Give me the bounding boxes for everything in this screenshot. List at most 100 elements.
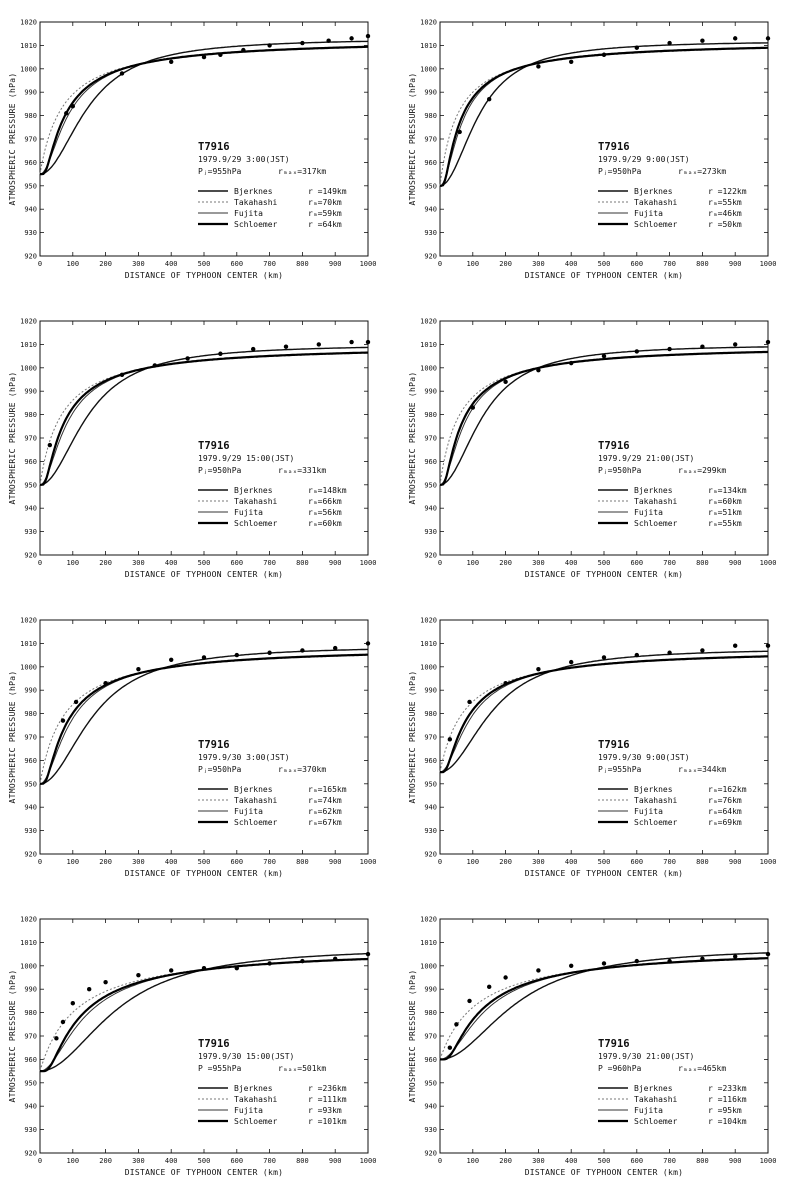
- x-tick-label: 100: [66, 1157, 79, 1165]
- observed-point: [326, 38, 331, 43]
- legend-radius-value: r =111km: [308, 1095, 347, 1104]
- x-tick-label: 900: [729, 1157, 742, 1165]
- typhoon-id: T7916: [198, 739, 230, 751]
- y-tick-label: 920: [424, 851, 437, 859]
- y-tick-label: 1020: [420, 916, 437, 924]
- observed-point: [601, 961, 607, 966]
- observed-point: [667, 346, 672, 352]
- x-tick-label: 200: [99, 260, 112, 268]
- x-tick-label: 0: [438, 559, 442, 567]
- x-axis-label: DISTANCE OF TYPHOON CENTER (km): [125, 570, 284, 579]
- x-axis-label: DISTANCE OF TYPHOON CENTER (km): [125, 271, 284, 280]
- x-tick-label: 900: [329, 559, 342, 567]
- legend-radius-value: r =116km: [708, 1095, 747, 1104]
- y-tick-label: 1010: [20, 341, 37, 349]
- typhoon-id: T7916: [598, 141, 630, 153]
- y-tick-label: 920: [424, 1150, 437, 1158]
- observed-point: [601, 353, 607, 359]
- observed-point: [316, 342, 321, 347]
- x-tick-label: 300: [132, 559, 145, 567]
- legend-radius-value: r =233km: [708, 1084, 747, 1093]
- observed-point: [267, 43, 272, 48]
- observed-point: [300, 958, 305, 964]
- legend-radius-value: rₘ=62km: [308, 807, 342, 816]
- datetime-label: 1979.9/29 21:00(JST): [598, 454, 694, 463]
- x-tick-label: 1000: [360, 260, 377, 268]
- datetime-label: 1979.9/29 9:00(JST): [598, 155, 690, 164]
- y-tick-label: 960: [424, 1056, 437, 1064]
- observed-point: [765, 36, 771, 41]
- central-pressure-label: Pⱼ=950hPa: [198, 466, 242, 475]
- pressure-chart: 920 930 940 950 960 970 980 990 1000 1010 1020 0 100…: [408, 318, 776, 580]
- observed-point: [569, 963, 574, 968]
- x-tick-label: 0: [38, 858, 42, 866]
- x-tick-label: 400: [565, 559, 578, 567]
- x-tick-label: 400: [165, 858, 178, 866]
- y-axis-label: ATMOSPHERIC PRESSURE (hPa): [8, 969, 17, 1102]
- observed-point: [54, 1036, 59, 1041]
- observed-point: [503, 379, 508, 385]
- x-tick-label: 800: [696, 260, 709, 268]
- legend-series-name: Fujita: [634, 209, 663, 218]
- legend-series-name: Schloemer: [234, 818, 278, 827]
- y-tick-label: 1010: [20, 640, 37, 648]
- observed-point: [569, 659, 574, 665]
- observed-point: [87, 987, 92, 992]
- datetime-label: 1979.9/30 9:00(JST): [598, 753, 690, 762]
- observed-point: [536, 968, 541, 973]
- legend-radius-value: rₘ=46km: [708, 209, 742, 218]
- observed-point: [234, 965, 239, 971]
- y-tick-label: 940: [24, 206, 37, 214]
- pressure-chart: 920 930 940 950 960 970 980 990 1000 1010 1020 0 100…: [408, 916, 776, 1178]
- x-tick-label: 400: [565, 1157, 578, 1165]
- legend-radius-value: r =93km: [308, 1106, 342, 1115]
- legend-series-name: Takahashi: [234, 796, 278, 805]
- y-axis-label: ATMOSPHERIC PRESSURE (hPa): [408, 72, 417, 205]
- x-tick-label: 0: [438, 260, 442, 268]
- y-tick-label: 950: [24, 780, 37, 788]
- x-tick-label: 200: [99, 559, 112, 567]
- legend-series-name: Takahashi: [634, 497, 678, 506]
- x-tick-label: 400: [565, 858, 578, 866]
- series-bjerknes-curve: [39, 648, 368, 785]
- x-tick-label: 200: [499, 559, 512, 567]
- legend-radius-value: r =64km: [308, 220, 342, 229]
- x-tick-label: 500: [198, 858, 211, 866]
- observed-point: [267, 650, 272, 655]
- y-tick-label: 1000: [20, 663, 37, 671]
- legend-series-name: Bjerknes: [634, 486, 673, 495]
- x-tick-label: 600: [630, 559, 643, 567]
- y-tick-label: 930: [24, 229, 37, 237]
- y-axis-label: ATMOSPHERIC PRESSURE (hPa): [408, 371, 417, 504]
- legend-series-name: Takahashi: [634, 198, 678, 207]
- y-tick-label: 990: [24, 388, 37, 396]
- observed-point: [536, 666, 541, 672]
- legend-series-name: Takahashi: [634, 1095, 678, 1104]
- legend-radius-value: rₘ=66km: [308, 497, 342, 506]
- series-schloemer-curve: [40, 45, 368, 176]
- legend-series-name: Takahashi: [234, 497, 278, 506]
- y-tick-label: 1010: [20, 939, 37, 947]
- x-tick-label: 900: [329, 260, 342, 268]
- y-tick-label: 1010: [420, 341, 437, 349]
- pressure-chart: 920 930 940 950 960 970 980 990 1000 1010 1020 0 100…: [8, 318, 376, 580]
- observed-point: [300, 40, 305, 46]
- observed-point: [300, 648, 305, 653]
- observed-point: [503, 975, 508, 980]
- x-tick-label: 400: [165, 260, 178, 268]
- y-tick-label: 980: [424, 411, 437, 419]
- x-tick-label: 900: [729, 559, 742, 567]
- central-pressure-label: Pⱼ=955hPa: [198, 167, 242, 176]
- observed-point: [634, 958, 639, 964]
- x-axis-label: DISTANCE OF TYPHOON CENTER (km): [125, 869, 284, 878]
- central-pressure-label: Pⱼ=950hPa: [598, 167, 642, 176]
- legend-radius-value: rₘ=56km: [308, 508, 342, 517]
- y-tick-label: 930: [24, 1126, 37, 1134]
- y-tick-label: 970: [24, 1033, 37, 1041]
- x-tick-label: 500: [598, 1157, 611, 1165]
- central-pressure-label: P =960hPa: [598, 1064, 642, 1073]
- y-tick-label: 920: [424, 253, 437, 261]
- observed-point: [365, 641, 371, 646]
- y-tick-label: 940: [24, 1103, 37, 1111]
- observed-point: [601, 52, 607, 57]
